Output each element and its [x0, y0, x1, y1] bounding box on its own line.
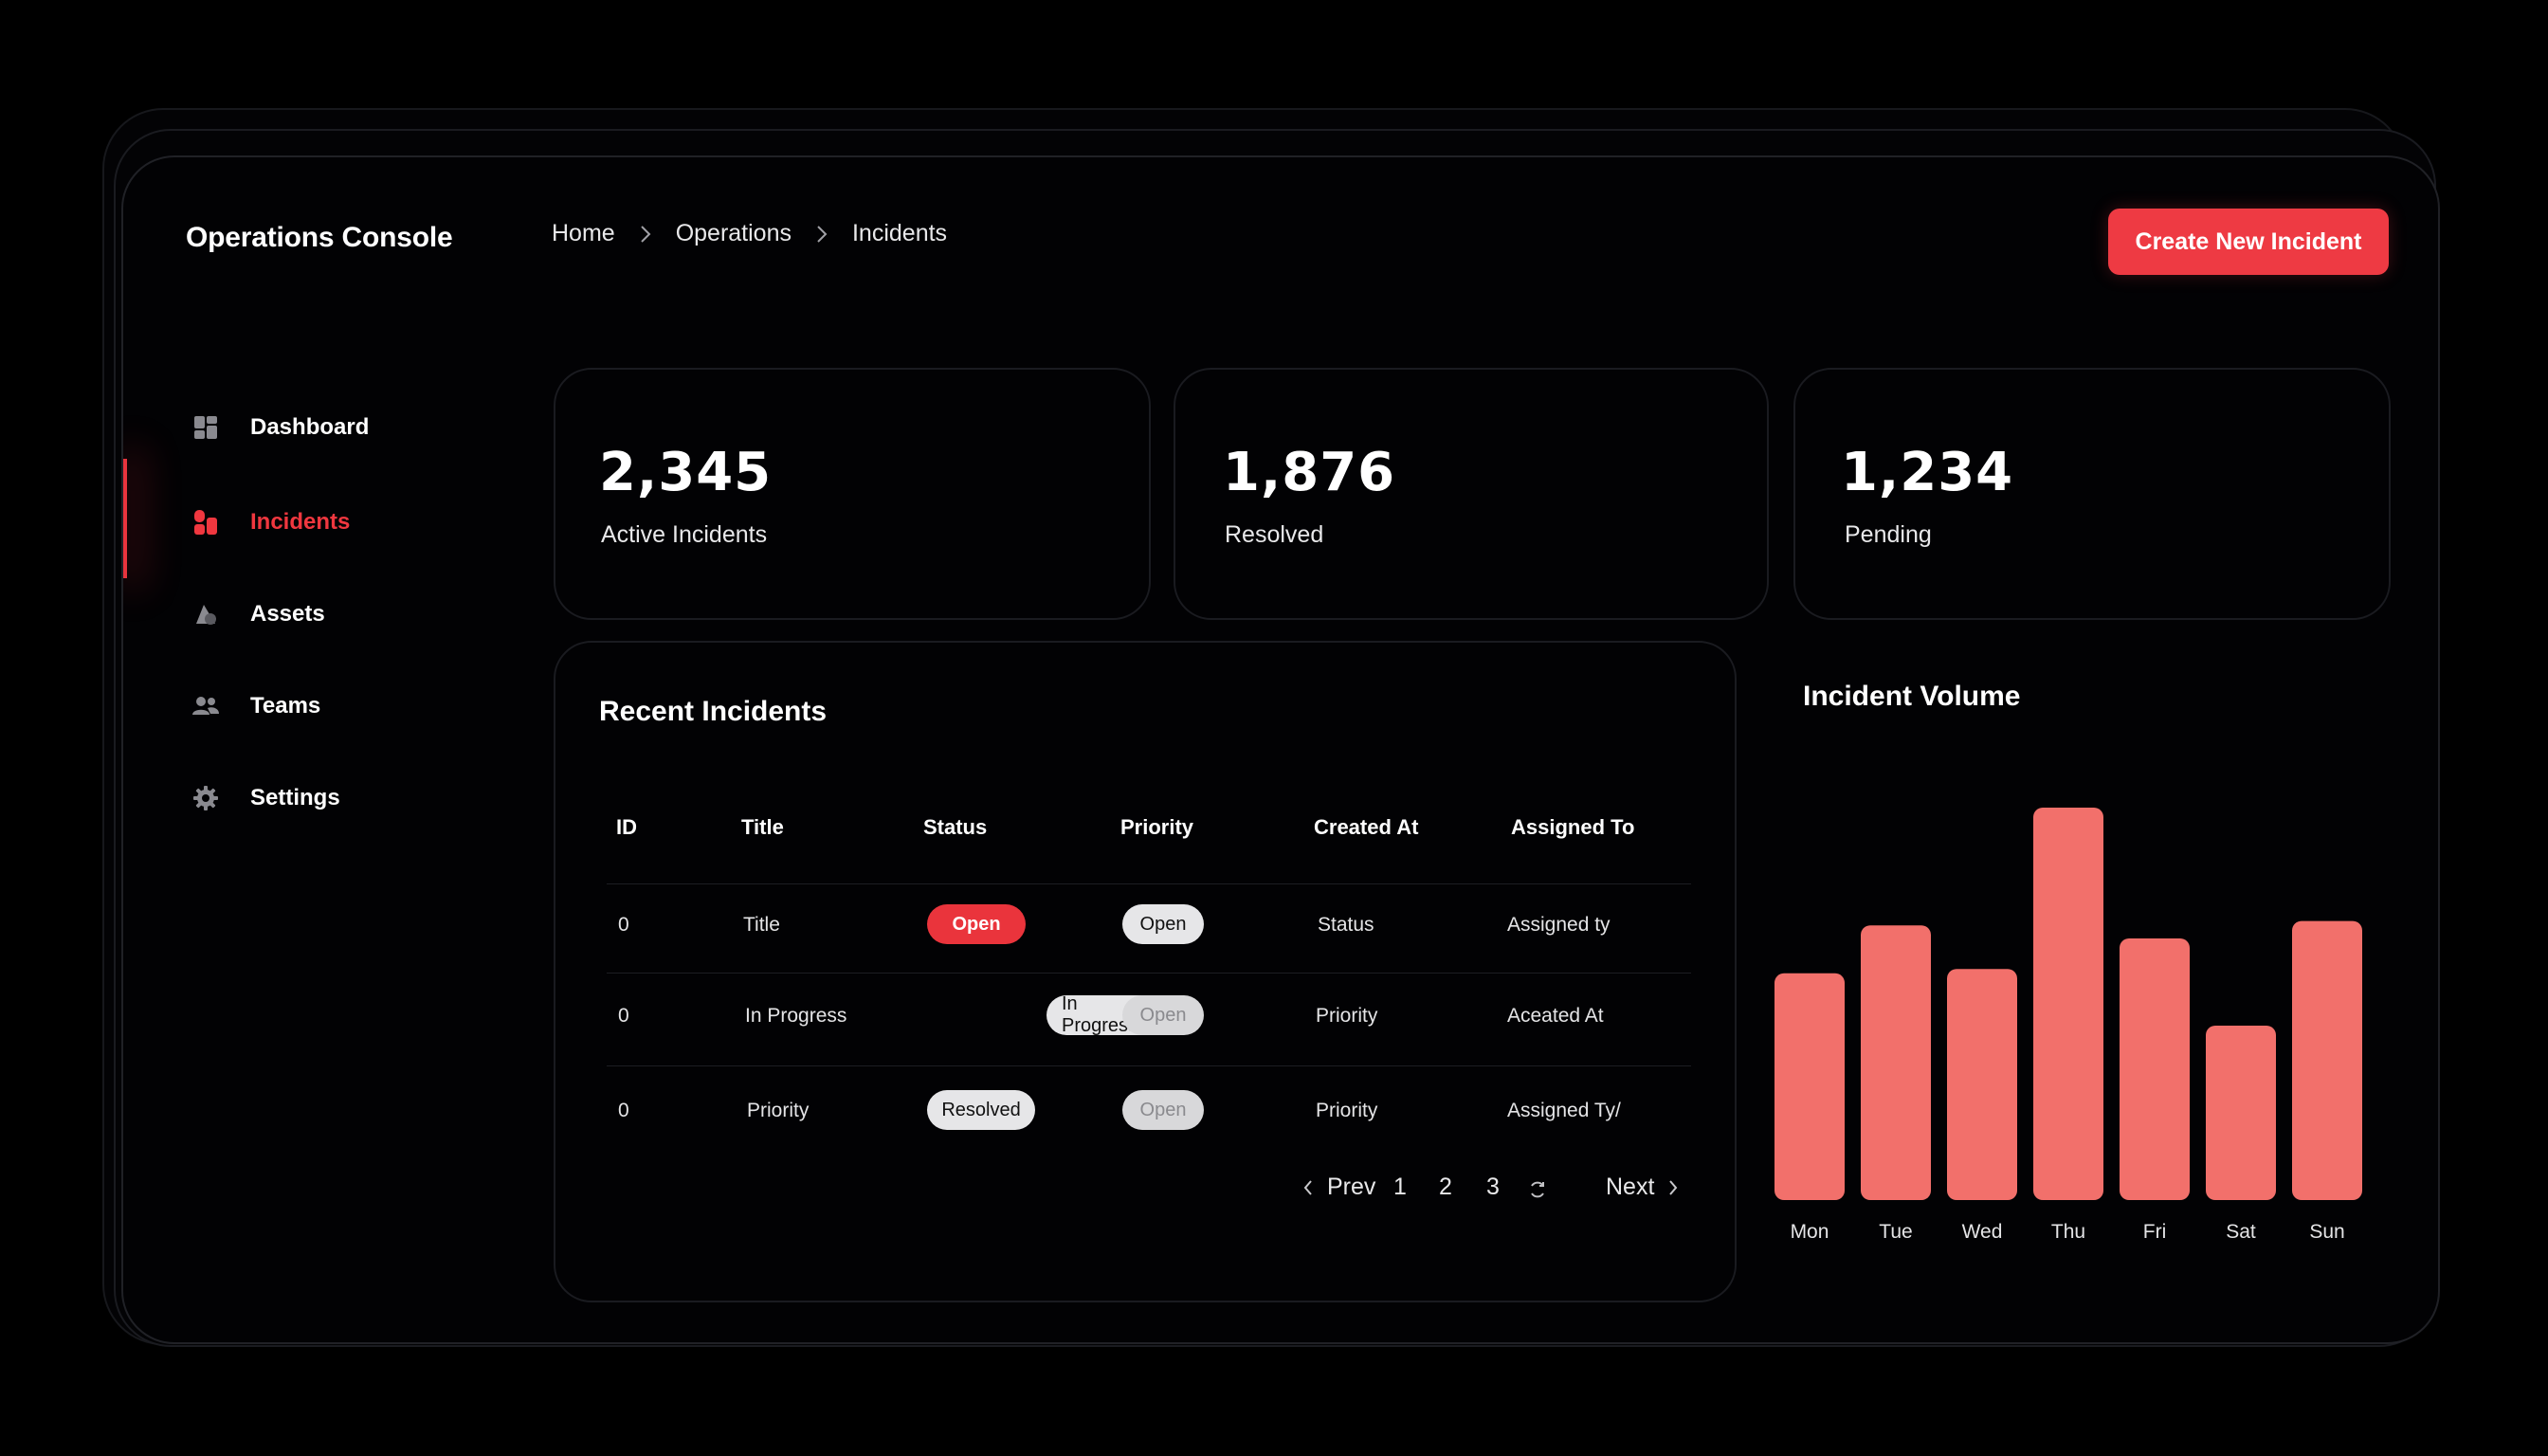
pagination-prev-button[interactable]: Prev — [1302, 1174, 1375, 1201]
chart-bar-sat — [2206, 1026, 2276, 1200]
cell-assigned-to: Assigned Ty/ — [1507, 1100, 1621, 1121]
cell-assigned-to: Assigned ty — [1507, 914, 1611, 936]
chevron-right-icon — [1669, 1179, 1678, 1195]
pagination-page-1[interactable]: 1 — [1393, 1174, 1407, 1200]
chart-bar-thu — [2033, 808, 2103, 1200]
chart-tick-label: Tue — [1879, 1221, 1912, 1243]
chart-bar-tue — [1861, 925, 1931, 1200]
chart-tick-label: Wed — [1962, 1221, 2003, 1243]
priority-badge: Open — [1122, 904, 1204, 944]
cell-title: Title — [743, 914, 780, 936]
chart-tick-label: Thu — [2051, 1221, 2085, 1243]
sidebar-item-incidents[interactable]: Incidents — [191, 508, 350, 537]
stat-value: 2,345 — [599, 442, 773, 503]
sidebar-item-label: Settings — [250, 785, 340, 810]
stat-card-pending: 1,234 Pending — [1793, 368, 2391, 620]
column-header-title: Title — [741, 815, 784, 839]
pagination-prev-label: Prev — [1327, 1174, 1376, 1200]
stat-value: 1,234 — [1841, 442, 2014, 503]
stat-value: 1,876 — [1223, 442, 1396, 503]
chart-tick-label: Sat — [2226, 1221, 2256, 1243]
row-divider — [607, 973, 1691, 974]
chevron-right-icon — [640, 225, 651, 244]
column-header-created-at: Created At — [1314, 815, 1419, 839]
pagination-next-button[interactable]: Next — [1606, 1174, 1679, 1201]
cell-title: In Progress — [745, 1005, 847, 1027]
stat-label: Active Incidents — [601, 521, 768, 548]
cell-created-at: Priority — [1316, 1100, 1378, 1121]
column-header-assigned-to: Assigned To — [1511, 815, 1635, 839]
priority-badge: Open — [1122, 995, 1204, 1035]
breadcrumb: Home Operations Incidents — [552, 220, 947, 247]
sidebar-item-assets[interactable]: Assets — [191, 600, 325, 628]
cell-id: 0 — [618, 914, 629, 936]
assets-icon — [191, 600, 220, 628]
pagination-page-3[interactable]: 3 — [1486, 1174, 1500, 1200]
cell-assigned-to: Aceated At — [1507, 1005, 1604, 1027]
cell-created-at: Status — [1318, 914, 1374, 936]
pagination-next-label: Next — [1606, 1174, 1655, 1200]
sidebar-item-label: Incidents — [250, 509, 351, 535]
sidebar-item-settings[interactable]: Settings — [191, 784, 340, 812]
stat-label: Resolved — [1225, 521, 1324, 548]
pagination-page-2[interactable]: 2 — [1439, 1174, 1452, 1200]
active-indicator — [123, 459, 127, 578]
sidebar-item-label: Teams — [250, 693, 321, 719]
panel-title: Recent Incidents — [599, 696, 828, 727]
status-badge: Open — [927, 904, 1026, 944]
dashboard-icon — [191, 413, 220, 442]
sidebar-item-label: Dashboard — [250, 414, 370, 440]
cell-created-at: Priority — [1316, 1005, 1378, 1027]
cell-title: Priority — [747, 1100, 810, 1121]
column-header-id: ID — [616, 815, 637, 839]
stat-label: Pending — [1845, 521, 1932, 548]
sidebar: Dashboard Incidents Assets — [123, 157, 540, 1342]
row-divider — [607, 1065, 1691, 1066]
chart-title: Incident Volume — [1803, 681, 2021, 712]
sidebar-item-dashboard[interactable]: Dashboard — [191, 413, 369, 442]
cell-id: 0 — [618, 1005, 629, 1027]
stat-card-resolved: 1,876 Resolved — [1174, 368, 1769, 620]
chart-tick-label: Mon — [1791, 1221, 1829, 1243]
gear-icon — [191, 784, 220, 812]
status-badge-label: In Progress — [1062, 993, 1138, 1036]
incident-volume-chart: Mon Tue Wed Thu Fri Sat Sun — [1774, 808, 2362, 1243]
chart-tick-label: Sun — [2309, 1221, 2344, 1243]
column-header-status: Status — [923, 815, 988, 839]
breadcrumb-operations[interactable]: Operations — [675, 220, 792, 246]
chart-bar-mon — [1774, 973, 1845, 1200]
create-incident-button[interactable]: Create New Incident — [2108, 209, 2389, 275]
refresh-icon[interactable] — [1528, 1179, 1547, 1200]
recent-incidents-panel: Recent Incidents ID Title Status Priorit… — [554, 641, 1737, 1302]
stat-card-active: 2,345 Active Incidents — [554, 368, 1151, 620]
chart-tick-label: Fri — [2143, 1221, 2167, 1243]
sidebar-item-teams[interactable]: Teams — [191, 692, 320, 720]
priority-badge: Open — [1122, 1090, 1204, 1130]
incidents-icon — [191, 508, 220, 537]
chart-bar-fri — [2120, 938, 2190, 1200]
row-divider — [607, 883, 1691, 884]
chevron-right-icon — [816, 225, 828, 244]
app-window: Operations Console Home Operations Incid… — [121, 155, 2440, 1344]
teams-icon — [191, 692, 220, 720]
cell-id: 0 — [618, 1100, 629, 1121]
chart-bar-sun — [2292, 920, 2362, 1200]
sidebar-item-label: Assets — [250, 601, 325, 627]
breadcrumb-incidents: Incidents — [851, 220, 948, 246]
status-badge: Resolved — [927, 1090, 1035, 1130]
breadcrumb-home[interactable]: Home — [552, 220, 615, 246]
column-header-priority: Priority — [1120, 815, 1194, 839]
chart-bar-wed — [1947, 969, 2017, 1200]
chevron-left-icon — [1303, 1179, 1312, 1195]
app-title: Operations Console — [186, 222, 453, 253]
